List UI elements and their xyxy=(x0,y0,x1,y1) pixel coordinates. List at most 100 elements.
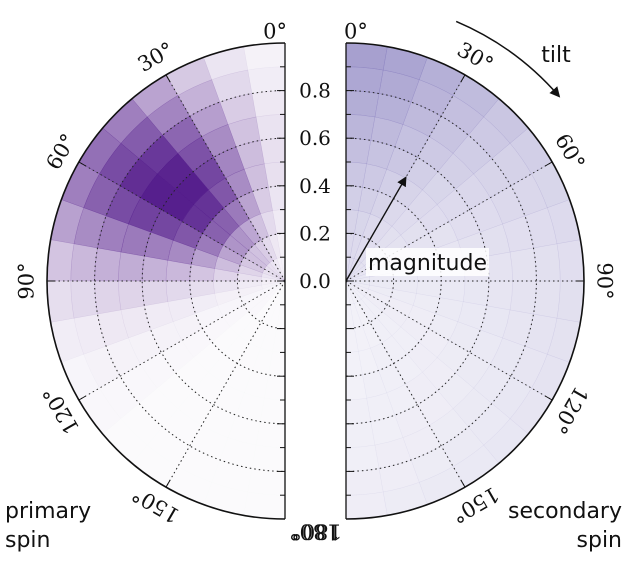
panel-name-left: spin xyxy=(5,528,50,553)
angular-gridline-right-30 xyxy=(345,74,466,282)
heatmap-cell-left-0-9 xyxy=(261,281,285,286)
heatmap-cell-left-0-4 xyxy=(266,262,286,282)
angular-tick-right-150 xyxy=(460,479,466,488)
angular-tick-label-left-30: 30° xyxy=(134,37,178,76)
heatmap-cell-right-3-9 xyxy=(416,280,442,298)
heatmap-cell-left-8-8 xyxy=(70,243,98,282)
angular-tick-label-right-90: 90° xyxy=(593,262,617,299)
heatmap-cell-left-6-9 xyxy=(118,280,145,311)
heatmap-cell-right-3-3 xyxy=(381,198,408,227)
angular-tick-right-60 xyxy=(544,161,553,167)
heatmap-cell-left-2-1 xyxy=(260,210,277,237)
radial-gridline-left-0.6 xyxy=(141,137,286,425)
heatmap-cell-left-9-8 xyxy=(46,239,75,282)
angular-gridline-right-60 xyxy=(345,161,553,282)
heatmap-cell-left-7-17 xyxy=(252,445,285,471)
heatmap-cell-right-6-4 xyxy=(437,153,474,190)
heatmap-cell-right-6-13 xyxy=(437,372,474,409)
angular-tick-label-left-90: 90° xyxy=(15,262,39,299)
angular-tick-left-60 xyxy=(78,161,87,167)
heatmap-cell-right-6-0 xyxy=(345,114,376,141)
heatmap-cell-right-5-17 xyxy=(345,397,372,425)
heatmap-cell-right-0-4 xyxy=(345,262,365,282)
angular-tick-label-right-0: 0° xyxy=(344,20,368,44)
angular-tick-left-120 xyxy=(78,395,87,401)
heatmap-cell-right-1-9 xyxy=(369,280,394,290)
angular-tick-left-30 xyxy=(165,74,171,83)
heatmap-cell-right-3-12 xyxy=(400,316,429,343)
angular-tick-right-30 xyxy=(460,74,466,83)
heatmap-cell-right-9-8 xyxy=(556,239,585,282)
heatmap-cell-right-7-0 xyxy=(345,90,380,118)
angular-tick-label-right-30: 30° xyxy=(453,37,497,76)
tilt-label: tilt xyxy=(541,43,571,68)
heatmap-cell-left-0-7 xyxy=(261,272,286,282)
heatmap-cell-right-8-11 xyxy=(510,345,548,389)
heatmap-cell-right-8-8 xyxy=(533,243,561,282)
heatmap-cell-right-4-12 xyxy=(418,328,450,358)
heatmap-cell-left-5-10 xyxy=(144,301,174,331)
heatmap-cell-right-0-10 xyxy=(345,280,370,290)
heatmap-cell-left-8-0 xyxy=(247,66,286,94)
angular-gridline-left-60 xyxy=(78,161,286,282)
panel-name-right: spin xyxy=(577,528,622,553)
heatmap-cell-right-8-0 xyxy=(345,66,384,94)
angular-gridline-right-150 xyxy=(345,280,466,488)
heatmap-cell-left-1-10 xyxy=(238,285,263,298)
magnitude-label-bg xyxy=(366,248,489,276)
heatmap-cell-right-4-1 xyxy=(362,163,387,192)
heatmap-cell-left-6-0 xyxy=(255,114,286,141)
heatmap-cell-left-4-11 xyxy=(173,313,203,341)
tilt-arrow xyxy=(455,20,561,98)
heatmap-cell-right-4-9 xyxy=(439,280,466,302)
heatmap-cell-left-6-8 xyxy=(118,251,145,282)
heatmap-cell-left-4-1 xyxy=(244,163,269,192)
heatmap-cell-left-0-0 xyxy=(280,257,285,281)
heatmap-cell-right-7-6 xyxy=(490,185,526,225)
heatmap-cell-right-6-15 xyxy=(394,404,430,438)
radial-tick-label: 0.4 xyxy=(299,174,331,198)
heatmap-cell-left-5-11 xyxy=(150,321,182,353)
angular-tick-right-120 xyxy=(544,395,553,401)
heatmap-cell-left-4-8 xyxy=(165,260,192,282)
angular-tick-label-left-180: 180° xyxy=(289,520,340,544)
heatmap-cell-left-9-0 xyxy=(243,43,285,71)
heatmap-cell-left-8-11 xyxy=(83,346,121,389)
heatmap-cell-right-6-16 xyxy=(370,414,404,446)
heatmap-cell-right-8-5 xyxy=(491,143,532,187)
heatmap-cell-right-7-17 xyxy=(345,444,380,472)
angular-tick-left-150 xyxy=(165,479,171,488)
radial-gridline-right-0.6 xyxy=(345,137,490,425)
heatmap-cell-left-8-9 xyxy=(70,280,98,319)
heatmap-cell-right-7-8 xyxy=(509,247,537,282)
heatmap-cell-right-9-17 xyxy=(345,491,388,520)
angular-tick-label-right-180: 180° xyxy=(291,520,342,544)
heatmap-cell-left-9-11 xyxy=(61,354,100,400)
heatmap-cell-right-8-3 xyxy=(440,95,484,136)
heatmap-cell-left-8-1 xyxy=(211,69,253,103)
heatmap-cell-left-6-17 xyxy=(256,422,285,448)
heatmap-cell-right-8-14 xyxy=(440,426,484,467)
heatmap-cell-left-2-7 xyxy=(214,256,241,273)
heatmap-cell-left-9-9 xyxy=(46,280,75,323)
heatmap-cell-right-5-10 xyxy=(457,301,487,331)
angular-gridline-left-150 xyxy=(165,280,286,488)
heatmap-cell-right-5-15 xyxy=(386,383,418,416)
radial-tick-label: 0.0 xyxy=(299,269,331,293)
heatmap-cell-left-1-8 xyxy=(237,272,262,282)
heatmap-cell-right-8-4 xyxy=(468,116,511,159)
heatmap-cell-left-6-11 xyxy=(128,329,162,365)
heatmap-cell-right-0-13 xyxy=(345,280,365,300)
heatmap-cell-left-3-11 xyxy=(195,305,224,329)
heatmap-cell-right-3-15 xyxy=(370,342,394,371)
panel-name-right: secondary xyxy=(508,499,622,524)
heatmap-cell-left-2-8 xyxy=(213,268,239,282)
heatmap-cell-right-4-11 xyxy=(428,313,459,341)
heatmap-cell-right-5-4 xyxy=(422,171,456,205)
heatmap-cell-right-5-0 xyxy=(345,137,372,165)
heatmap-cell-left-0-11 xyxy=(262,281,285,293)
heatmap-cell-right-8-6 xyxy=(510,173,548,217)
heatmap-cell-right-2-11 xyxy=(386,297,414,317)
